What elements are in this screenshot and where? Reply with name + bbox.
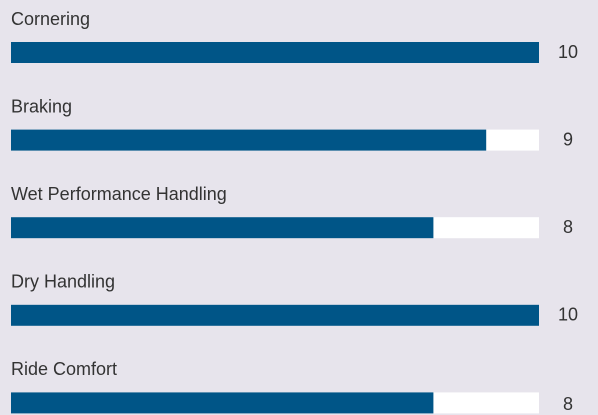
value-label: 9 <box>563 129 573 149</box>
value-label: 10 <box>558 42 578 62</box>
bar <box>11 304 539 326</box>
bar <box>11 42 539 63</box>
bar <box>11 392 434 414</box>
category-label: Wet Performance Handling <box>11 184 227 204</box>
value-label: 8 <box>563 394 573 414</box>
category-label: Dry Handling <box>11 272 115 292</box>
bar <box>11 217 434 239</box>
value-label: 8 <box>563 217 573 237</box>
category-label: Braking <box>11 96 72 116</box>
bar <box>11 129 487 151</box>
category-label: Cornering <box>11 9 90 29</box>
category-label: Ride Comfort <box>11 359 117 379</box>
value-label: 10 <box>558 305 578 325</box>
